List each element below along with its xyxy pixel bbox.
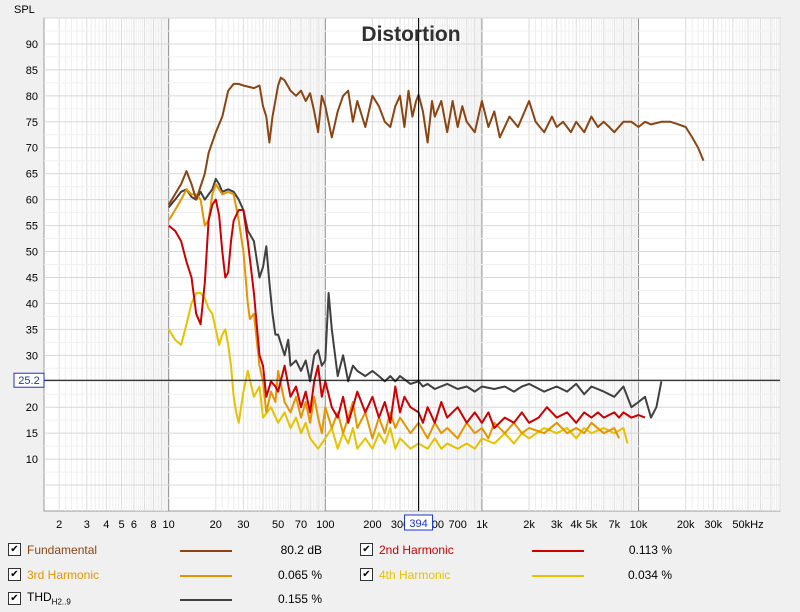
grid-lines [44,17,781,511]
x-tick-label: 2k [523,519,535,531]
x-tick-label: 200 [363,519,381,531]
x-tick-label: 50kHz [732,519,763,531]
legend-item-fundamental: ✔ Fundamental 80.2 dB [0,541,400,559]
y-tick-label: 80 [26,91,38,103]
y-tick-label: 55 [26,221,38,233]
legend-value: 80.2 dB [280,543,322,557]
legend-line-sample [180,599,232,601]
y-tick-label: 15 [26,428,38,440]
chart-title: Distortion [361,23,460,46]
y-tick-label: 30 [26,350,38,362]
y-axis-ticks: 1015202530354045505560657075808590 [26,39,38,466]
y-tick-label: 75 [26,117,38,129]
series-lines [167,76,705,450]
x-tick-label: 1k [476,519,488,531]
legend-item-thd: ✔ THDH2..9 0.155 % [0,590,400,608]
legend-label: Fundamental [27,543,98,557]
x-tick-label: 4 [103,519,109,531]
y-tick-label: 65 [26,169,38,181]
y-axis-label: SPL [14,4,35,16]
cursor-x-readout-box [404,514,434,531]
legend-item-2nd-harmonic: ✔ 2nd Harmonic 0.113 % [0,541,800,559]
2nd-harmonic-checkbox[interactable]: ✔ [360,543,373,556]
legend-item-3rd-harmonic: ✔ 3rd Harmonic 0.065 % [0,566,400,584]
legend-line-sample [532,550,584,552]
y-tick-label: 60 [26,195,38,207]
x-tick-label: 10 [163,519,175,531]
x-tick-label: 5 [118,519,124,531]
thd-checkbox[interactable]: ✔ [8,592,21,605]
cursor[interactable]: 25.2 394 [13,18,780,531]
y-tick-label: 45 [26,272,38,284]
x-tick-label: 20 [210,519,222,531]
cursor-x-readout: 394 [409,518,427,530]
x-tick-label: 700 [448,519,466,531]
legend-value: 0.155 % [277,592,322,606]
legend-value: 0.065 % [277,568,322,582]
x-tick-label: 2 [56,519,62,531]
x-tick-label: 20k [677,519,695,531]
x-tick-label: 30k [704,519,722,531]
x-tick-label: 6 [131,519,137,531]
y-tick-label: 40 [26,298,38,310]
series-line-fundamental [167,76,705,206]
fundamental-checkbox[interactable]: ✔ [8,543,21,556]
x-tick-label: 4k [570,519,582,531]
y-tick-label: 20 [26,402,38,414]
y-tick-label: 50 [26,247,38,259]
x-tick-label: 3 [84,519,90,531]
legend-label: THDH2..9 [27,590,71,607]
legend-line-sample [180,575,232,577]
series-line-2nd-harmonic [168,198,646,429]
x-tick-label: 10k [630,519,648,531]
legend-value: 0.113 % [628,543,672,557]
y-tick-label: 10 [26,454,38,466]
x-tick-label: 7k [608,519,620,531]
legend-label: 4th Harmonic [379,568,451,582]
x-tick-label: 70 [295,519,307,531]
y-tick-label: 85 [26,65,38,77]
4th-harmonic-checkbox[interactable]: ✔ [360,568,373,581]
legend-label: 3rd Harmonic [27,568,100,582]
x-tick-label: 3k [551,519,563,531]
legend-line-sample [180,550,232,552]
x-tick-label: 30 [237,519,249,531]
y-tick-label: 70 [26,143,38,155]
legend-label: 2nd Harmonic [379,543,454,557]
cursor-y-readout: 25.2 [18,375,39,387]
x-tick-label: 100 [316,519,334,531]
x-tick-label: 50 [272,519,284,531]
legend-value: 0.034 % [627,568,672,582]
series-line-thd [167,177,663,419]
3rd-harmonic-checkbox[interactable]: ✔ [8,568,21,581]
series-line-4th-harmonic [167,292,629,450]
legend-line-sample [532,575,584,577]
x-axis-ticks: 2 3 4 5 6 8 10 20 30 50 70 100 200 300 500 700 1k 2k 3k 4k 5… [56,519,764,531]
x-tick-label: 8 [150,519,156,531]
legend-item-4th-harmonic: ✔ 4th Harmonic 0.034 % [0,566,800,584]
y-tick-label: 90 [26,39,38,51]
y-tick-label: 35 [26,324,38,336]
legend: ✔ Fundamental 80.2 dB ✔ 2nd Harmonic 0.1… [0,535,800,612]
distortion-chart: 1015202530354045505560657075808590 23456… [13,4,781,531]
series-line-3rd-harmonic [167,183,620,440]
cursor-y-readout-box [13,372,45,388]
x-tick-label: 5k [586,519,598,531]
